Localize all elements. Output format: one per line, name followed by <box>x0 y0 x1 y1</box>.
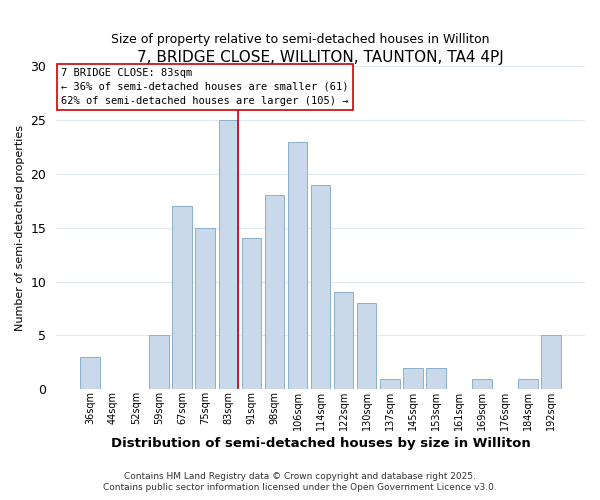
Bar <box>334 292 353 390</box>
Bar <box>541 336 561 390</box>
Bar <box>357 303 376 390</box>
Text: 7 BRIDGE CLOSE: 83sqm
← 36% of semi-detached houses are smaller (61)
62% of semi: 7 BRIDGE CLOSE: 83sqm ← 36% of semi-deta… <box>61 68 349 106</box>
Title: 7, BRIDGE CLOSE, WILLITON, TAUNTON, TA4 4PJ: 7, BRIDGE CLOSE, WILLITON, TAUNTON, TA4 … <box>137 50 504 65</box>
Bar <box>288 142 307 390</box>
Bar <box>311 184 331 390</box>
Bar <box>149 336 169 390</box>
Bar <box>403 368 422 390</box>
Text: Size of property relative to semi-detached houses in Williton: Size of property relative to semi-detach… <box>111 32 489 46</box>
Text: Contains HM Land Registry data © Crown copyright and database right 2025.
Contai: Contains HM Land Registry data © Crown c… <box>103 472 497 492</box>
Bar <box>380 378 400 390</box>
Bar <box>80 357 100 390</box>
Bar <box>472 378 492 390</box>
Bar <box>518 378 538 390</box>
Bar <box>265 196 284 390</box>
Bar <box>426 368 446 390</box>
X-axis label: Distribution of semi-detached houses by size in Williton: Distribution of semi-detached houses by … <box>111 437 530 450</box>
Bar <box>172 206 192 390</box>
Bar <box>242 238 261 390</box>
Bar <box>196 228 215 390</box>
Bar <box>218 120 238 390</box>
Y-axis label: Number of semi-detached properties: Number of semi-detached properties <box>15 124 25 330</box>
